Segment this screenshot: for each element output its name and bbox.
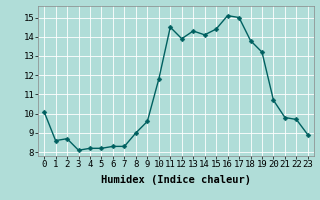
X-axis label: Humidex (Indice chaleur): Humidex (Indice chaleur) (101, 175, 251, 185)
